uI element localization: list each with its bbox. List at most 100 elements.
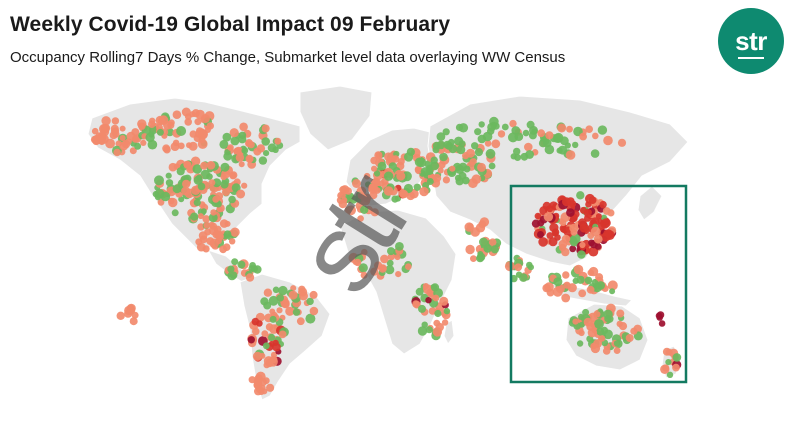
submarket-dot <box>484 140 492 147</box>
submarket-dot <box>212 195 220 203</box>
submarket-dot <box>374 151 383 160</box>
submarket-dot <box>618 322 628 331</box>
submarket-dot <box>568 236 578 245</box>
submarket-dot <box>561 293 571 303</box>
submarket-dot <box>576 340 584 347</box>
submarket-dot <box>380 254 389 264</box>
submarket-dot <box>414 157 424 167</box>
submarket-dot <box>569 245 577 253</box>
submarket-dot <box>145 132 155 143</box>
submarket-dot <box>613 347 621 354</box>
submarket-dot <box>245 273 255 282</box>
submarket-dot <box>176 167 185 176</box>
greenland <box>299 85 373 151</box>
submarket-dot <box>181 186 191 196</box>
submarket-dot <box>658 320 666 327</box>
submarket-dot <box>561 234 571 244</box>
submarket-dot <box>544 144 555 155</box>
submarket-dot <box>527 264 535 271</box>
submarket-dot <box>551 228 560 236</box>
submarket-dot <box>238 135 247 144</box>
submarket-dot <box>387 247 395 256</box>
submarket-dot <box>465 244 475 255</box>
submarket-dot <box>583 317 593 327</box>
submarket-dot <box>391 155 400 163</box>
submarket-dot <box>131 311 139 319</box>
submarket-dot <box>607 280 618 291</box>
submarket-dot <box>596 327 605 336</box>
submarket-dot <box>147 139 158 150</box>
submarket-dot <box>582 308 590 316</box>
submarket-dot <box>377 161 387 171</box>
submarket-dot <box>220 173 227 181</box>
submarket-dot <box>425 297 432 304</box>
submarket-dot <box>216 206 223 213</box>
submarket-dot <box>360 271 368 279</box>
submarket-dot <box>200 208 207 215</box>
submarket-dot <box>461 176 470 185</box>
submarket-dot <box>599 200 607 209</box>
submarket-dot <box>157 198 165 206</box>
submarket-dot <box>474 148 483 157</box>
submarket-dot <box>436 132 446 142</box>
submarket-dot <box>469 158 477 166</box>
submarket-dot <box>223 230 232 238</box>
submarket-dot <box>184 118 192 126</box>
submarket-dot <box>488 238 497 246</box>
submarket-dot <box>229 128 239 138</box>
submarket-dot <box>229 172 237 180</box>
submarket-dot <box>588 246 599 257</box>
submarket-dot <box>485 148 496 159</box>
submarket-dot <box>488 162 496 170</box>
submarket-dot <box>394 254 401 261</box>
submarket-dot <box>126 304 135 313</box>
submarket-dot <box>256 144 266 153</box>
submarket-dot <box>206 161 216 170</box>
submarket-dot <box>468 178 478 189</box>
submarket-dot <box>585 125 593 133</box>
submarket-dot <box>419 186 429 197</box>
submarket-dot <box>412 300 420 308</box>
submarket-dot <box>222 132 232 142</box>
page-subtitle: Occupancy Rolling7 Days % Change, Submar… <box>10 49 566 66</box>
submarket-dot <box>477 162 486 172</box>
submarket-dot <box>263 150 270 157</box>
submarket-dot <box>553 277 563 287</box>
submarket-dot <box>528 131 537 140</box>
submarket-dot <box>236 189 246 199</box>
submarket-dot <box>406 191 415 201</box>
submarket-dot <box>405 263 412 271</box>
submarket-dot <box>478 121 485 128</box>
submarket-dot <box>340 185 350 195</box>
submarket-dot <box>206 173 213 180</box>
submarket-dot <box>537 231 544 238</box>
submarket-dot <box>519 273 528 282</box>
submarket-dot <box>272 286 280 294</box>
submarket-dot <box>268 295 279 306</box>
submarket-dot <box>306 297 314 306</box>
north-america <box>87 97 301 253</box>
submarket-dot <box>309 306 319 316</box>
submarket-dot <box>439 152 448 162</box>
submarket-dot <box>590 226 601 237</box>
submarket-dot <box>227 265 235 273</box>
submarket-dot <box>483 244 493 253</box>
submarket-dot <box>594 319 604 329</box>
submarket-dot <box>508 132 518 143</box>
submarket-dot <box>514 154 522 161</box>
submarket-dot <box>202 215 210 223</box>
submarket-dot <box>149 117 156 125</box>
submarket-dot <box>594 243 602 250</box>
submarket-dots <box>90 107 682 396</box>
submarket-dot <box>235 153 245 162</box>
submarket-dot <box>562 271 570 279</box>
submarket-dot <box>396 171 406 181</box>
submarket-dot <box>193 199 201 207</box>
submarket-dot <box>247 155 254 163</box>
submarket-dot <box>230 227 240 237</box>
submarket-dot <box>466 148 475 158</box>
submarket-dot <box>292 308 301 316</box>
submarket-dot <box>370 208 379 217</box>
submarket-dot <box>418 304 426 313</box>
submarket-dot <box>471 142 479 150</box>
